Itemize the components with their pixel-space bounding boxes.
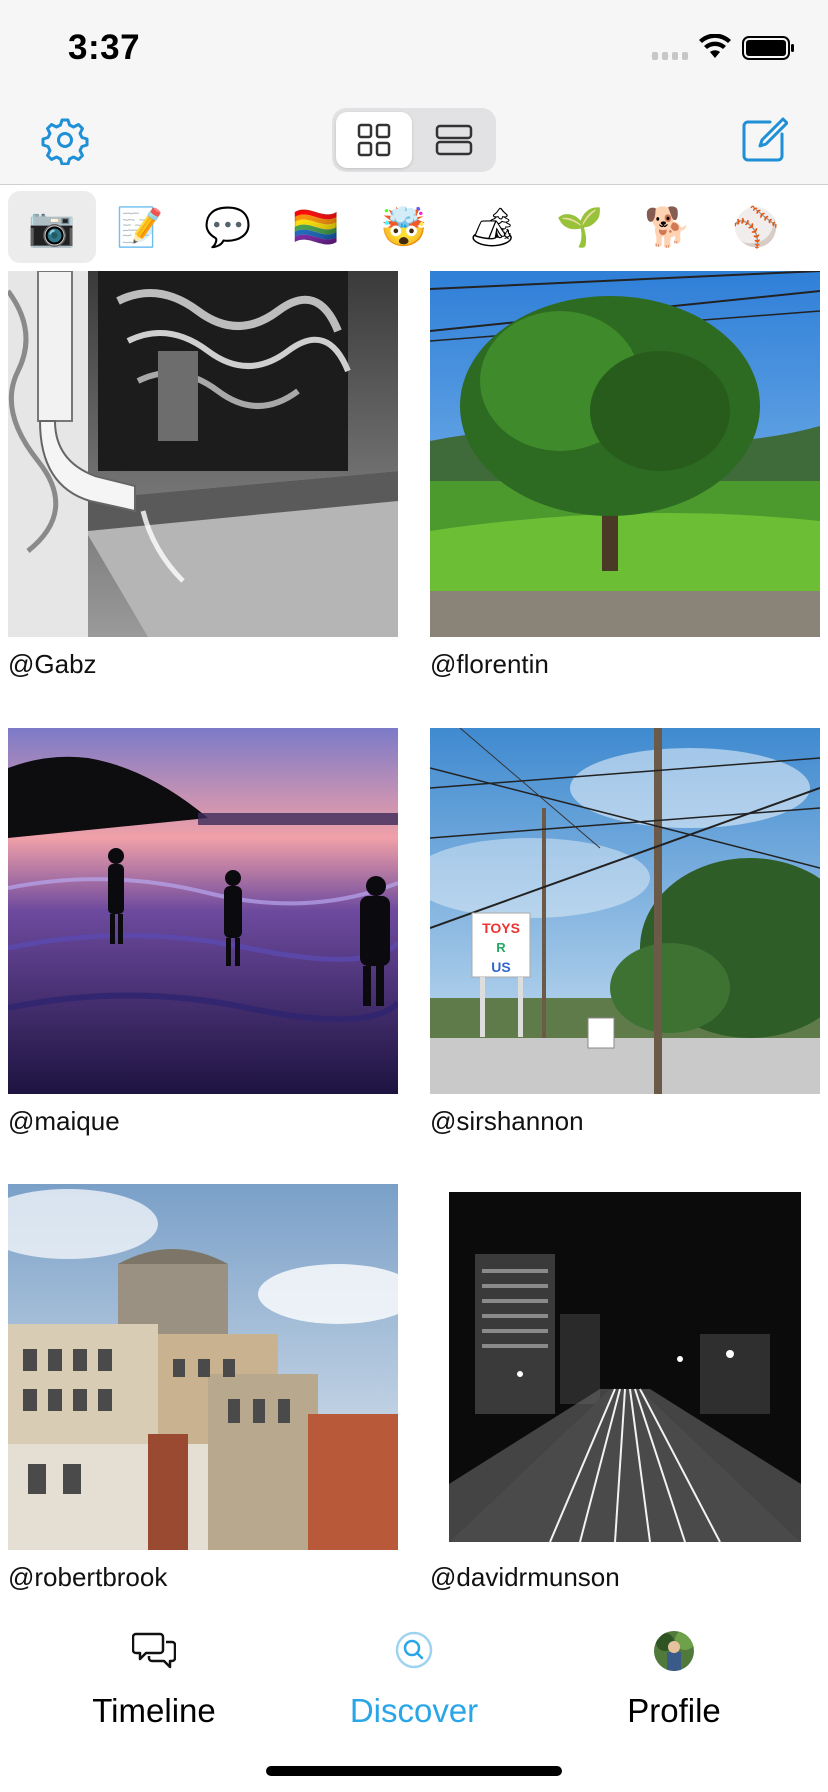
svg-text:R: R [496, 940, 506, 955]
grid-view-button[interactable] [336, 112, 412, 168]
post-username[interactable]: @maique [8, 1106, 120, 1136]
chat-bubbles-icon [132, 1632, 176, 1669]
avatar-icon [654, 1631, 694, 1671]
svg-text:US: US [491, 959, 510, 975]
category-camera[interactable]: 📷 [8, 191, 96, 263]
grid-view-icon [357, 123, 391, 157]
post-photo[interactable] [430, 1184, 820, 1550]
battery-icon [742, 36, 794, 60]
post-photo[interactable] [8, 271, 398, 637]
wifi-icon [699, 34, 731, 58]
cellular-signal-icon [652, 52, 688, 60]
post-username[interactable]: @robertbrook [8, 1562, 168, 1592]
emoji-category-bar: 📷 📝 💬 🏳️‍🌈 🤯 🏕 🌱 🐕 ⚾ [0, 185, 828, 271]
category-dog[interactable]: 🐕 [644, 205, 692, 249]
svg-text:TOYS: TOYS [482, 920, 520, 936]
discover-search-icon [395, 1631, 433, 1669]
list-view-icon [435, 124, 473, 156]
post-username[interactable]: @florentin [430, 649, 549, 679]
tab-profile-label: Profile [627, 1692, 721, 1729]
status-bar: 3:37 [0, 0, 828, 100]
category-memo[interactable]: 📝 [116, 205, 164, 249]
category-baseball[interactable]: ⚾ [732, 205, 780, 249]
status-time: 3:37 [68, 28, 141, 67]
tab-discover-label: Discover [349, 1692, 479, 1729]
view-mode-segmented-control [332, 108, 496, 172]
tab-bar: Timeline Discover Profile [0, 1600, 828, 1792]
tab-discover[interactable]: Discover [276, 1600, 552, 1730]
post-photo[interactable]: TOYS R US [430, 728, 820, 1094]
post-photo[interactable] [8, 728, 398, 1094]
category-rainbow[interactable]: 🏳️‍🌈 [292, 205, 340, 249]
post-photo[interactable] [8, 1184, 398, 1550]
category-speech[interactable]: 💬 [204, 205, 252, 249]
compose-icon[interactable] [740, 116, 788, 164]
list-view-button[interactable] [416, 112, 492, 168]
category-seedling[interactable]: 🌱 [556, 205, 604, 249]
category-mindblown[interactable]: 🤯 [380, 205, 428, 249]
tab-timeline-label: Timeline [92, 1692, 216, 1729]
post-photo[interactable] [430, 271, 820, 637]
post-username[interactable]: @sirshannon [430, 1106, 584, 1136]
tab-profile[interactable]: Profile [536, 1600, 812, 1730]
navigation-bar [0, 100, 828, 185]
post-username[interactable]: @Gabz [8, 649, 97, 679]
gear-icon[interactable] [40, 115, 90, 165]
post-username[interactable]: @davidrmunson [430, 1562, 620, 1592]
home-indicator [266, 1766, 562, 1776]
category-camping[interactable]: 🏕 [467, 205, 517, 249]
tab-timeline[interactable]: Timeline [16, 1600, 292, 1730]
